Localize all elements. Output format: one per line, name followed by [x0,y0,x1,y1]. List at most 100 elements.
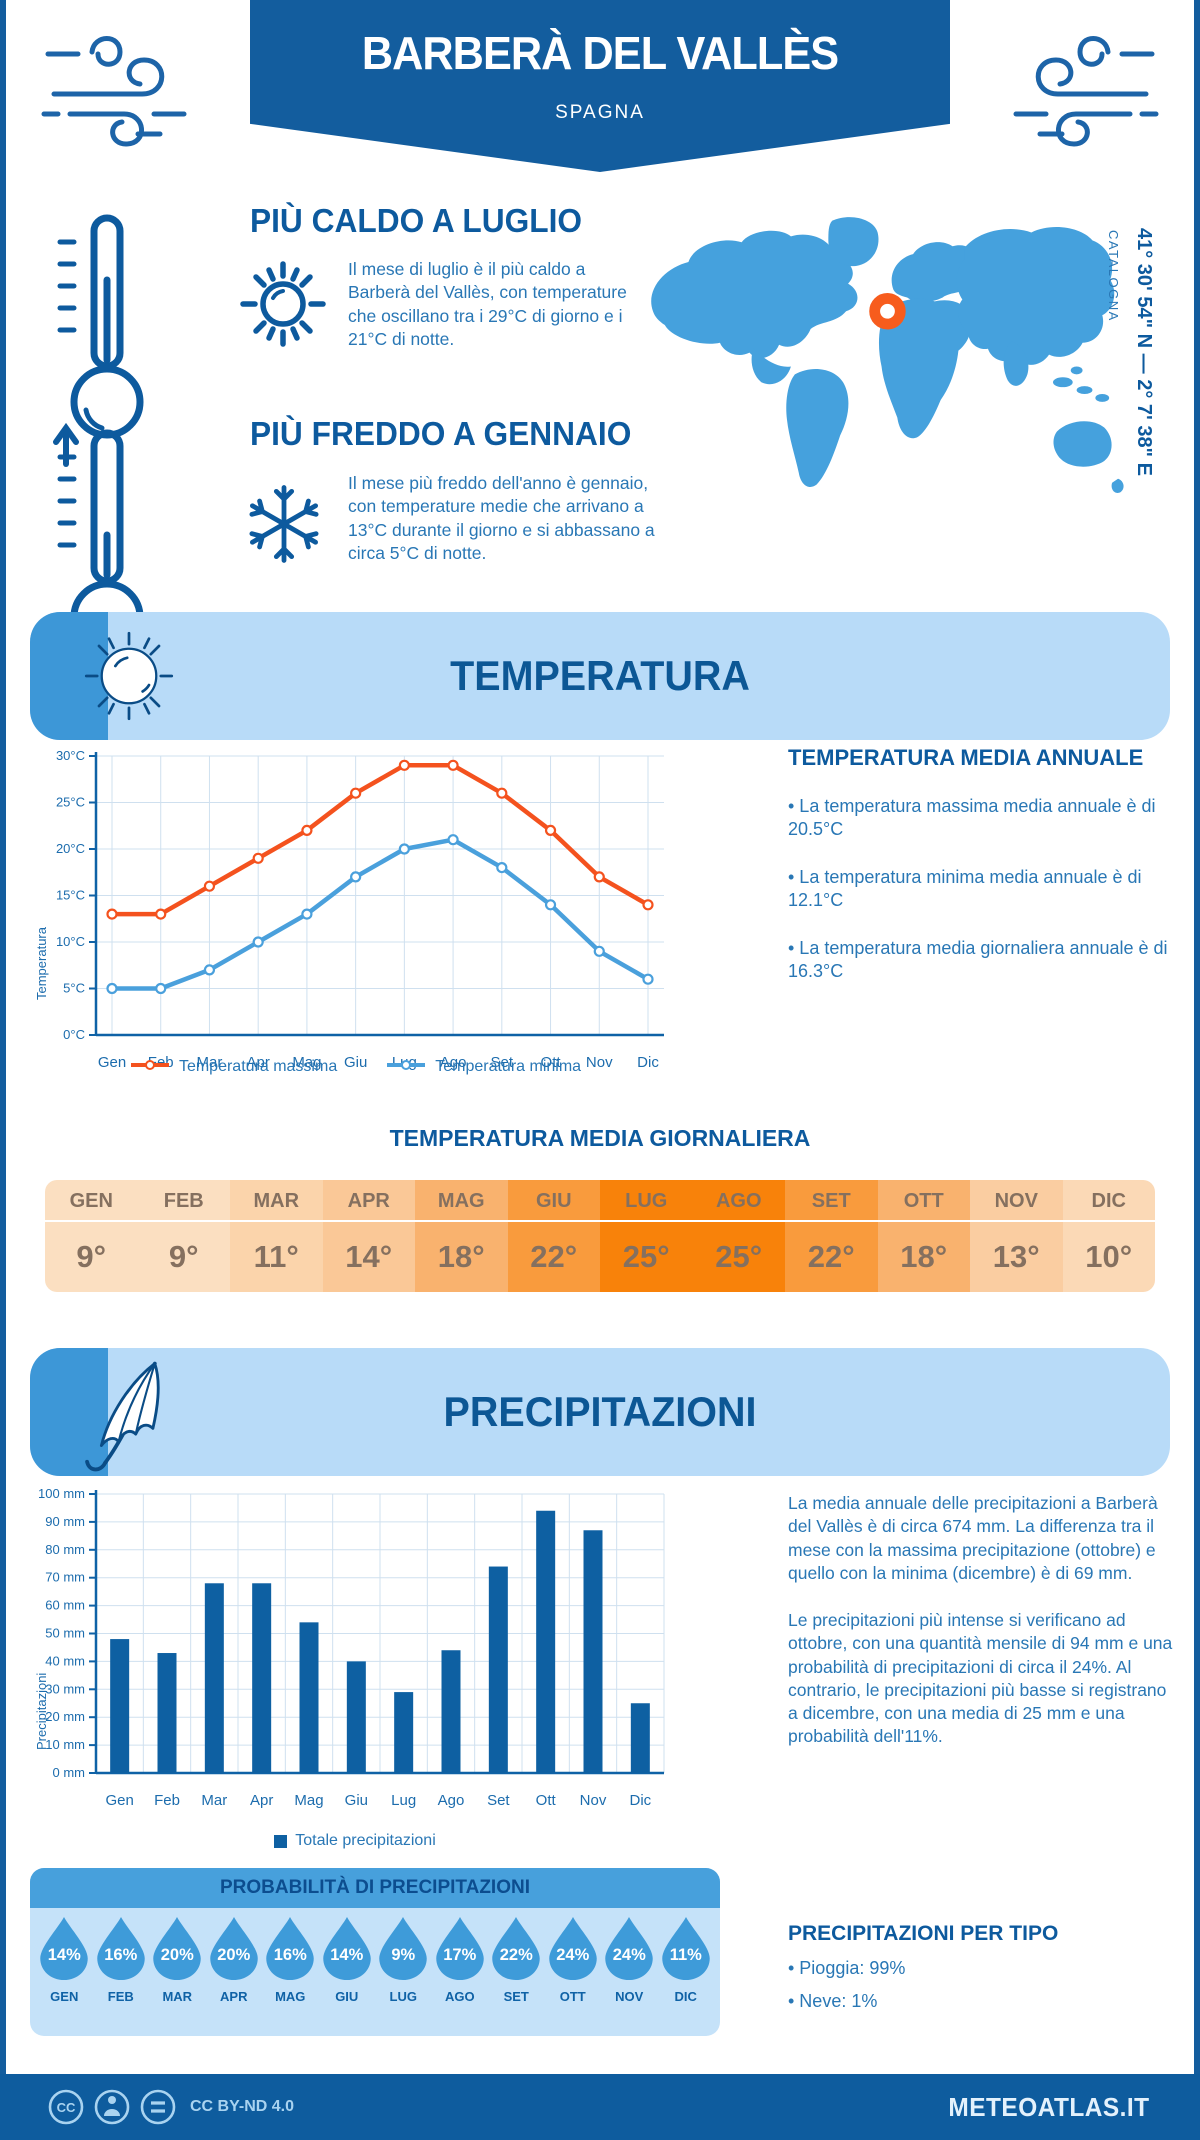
daily-table-column: AGO 25° [692,1180,785,1292]
svg-text:Ago: Ago [438,1792,465,1809]
cc-license-icons: CC [48,2089,176,2125]
annual-temperature-title: TEMPERATURA MEDIA ANNUALE [788,745,1144,770]
daily-month-label: MAG [415,1180,508,1222]
right-border [1194,0,1200,2140]
precipitation-chart-ylabel: Precipitazioni [34,1672,49,1750]
probability-column: 24% OTT [547,1916,599,2004]
svg-text:Dic: Dic [637,1054,659,1071]
daily-temperature-table: GEN 9° FEB 9° MAR 11° APR 14° MAG 18° GIU 22° LUG 25°… [45,1180,1155,1292]
svg-text:Feb: Feb [154,1792,180,1809]
svg-text:40 mm: 40 mm [45,1653,85,1668]
banner-strip [30,1348,108,1476]
site-label: METEOATLAS.IT [948,2091,1150,2122]
daily-temp-value: 25° [622,1239,670,1274]
daily-temp-value: 10° [1085,1239,1133,1274]
daily-table-column: GEN 9° [45,1180,138,1292]
annual-bullet: • La temperatura media giornaliera annua… [788,937,1168,981]
daily-month-label: FEB [137,1180,230,1222]
precipitation-section-title: PRECIPITAZIONI [443,1388,757,1435]
svg-text:Ott: Ott [536,1792,557,1809]
daily-month-label: AGO [692,1180,785,1222]
svg-text:15°C: 15°C [56,888,85,903]
raindrop-icon [266,1917,314,1980]
daily-month-label: LUG [600,1180,693,1222]
svg-text:0°C: 0°C [63,1027,85,1042]
temperature-section-banner: TEMPERATURA [30,612,1170,740]
probability-month-label: NOV [615,1989,644,2004]
header-banner: BARBERÀ DEL VALLÈS SPAGNA [250,0,950,172]
probability-month-label: APR [220,1989,248,2004]
precipitation-paragraph: La media annuale delle precipitazioni a … [788,1493,1158,1583]
probability-month-label: MAG [275,1989,306,2004]
svg-text:Mag: Mag [294,1792,323,1809]
probability-value: 24% [612,1946,646,1964]
page-title: BARBERÀ DEL VALLÈS [361,27,839,79]
probability-column: 20% MAR [151,1916,203,2004]
svg-text:Giu: Giu [344,1054,367,1071]
svg-text:Apr: Apr [250,1792,273,1809]
svg-text:30 mm: 30 mm [45,1681,85,1696]
temperature-section-title: TEMPERATURA [450,652,750,699]
temperature-chart: GenFebMarAprMagGiuLugAgoSetOttNovDic0°C5… [30,742,680,1092]
precipitation-paragraph: Le precipitazioni più intense si verific… [788,1610,1173,1747]
daily-temperature-title: TEMPERATURA MEDIA GIORNALIERA [389,1125,811,1151]
svg-text:100 mm: 100 mm [38,1486,85,1501]
svg-text:Set: Set [491,1054,514,1071]
legend-item-total: Totale precipitazioni [274,1832,436,1850]
sun-banner-icon [84,631,174,721]
daily-table-column: SET 22° [785,1180,878,1292]
svg-text:CC: CC [57,2100,76,2115]
svg-text:90 mm: 90 mm [45,1514,85,1529]
daily-month-label: APR [322,1180,415,1222]
daily-month-label: MAR [230,1180,323,1222]
daily-table-column: MAR 11° [230,1180,323,1292]
probability-month-label: DIC [674,1989,697,2004]
legend-label-total: Totale precipitazioni [295,1832,436,1849]
probability-month-label: MAR [162,1989,193,2004]
probability-month-label: GIU [335,1989,359,2004]
probability-column: 17% AGO [434,1916,486,2004]
daily-temp-value: 14° [345,1239,393,1274]
raindrop-icon [323,1917,371,1980]
daily-month-label: OTT [877,1180,970,1222]
warm-text: Il mese di luglio è il più caldo a Barbe… [348,259,627,349]
raindrop-icon [549,1917,597,1980]
probability-month-label: SET [503,1989,529,2004]
svg-text:Set: Set [487,1792,510,1809]
svg-text:5°C: 5°C [63,981,85,996]
daily-temp-value: 11° [253,1239,299,1274]
svg-text:70 mm: 70 mm [45,1570,85,1585]
legend-label-min: Temperatura minima [435,1058,582,1075]
svg-text:10 mm: 10 mm [45,1737,85,1752]
probability-value: 14% [330,1946,364,1964]
sun-icon [240,261,326,347]
probability-value: 22% [499,1946,533,1964]
license-label: CC BY-ND 4.0 [190,2098,295,2115]
daily-month-label: DIC [1062,1180,1155,1222]
svg-text:Nov: Nov [580,1792,607,1809]
probability-value: 24% [556,1946,590,1964]
precipitation-chart-legend: Totale precipitazioni [30,1832,680,1850]
svg-text:10°C: 10°C [56,934,85,949]
min-line-marker-icon [385,1058,427,1076]
wind-icon [1013,36,1159,147]
svg-text:0 mm: 0 mm [53,1765,86,1780]
annual-bullet: • La temperatura massima media annuale è… [788,796,1156,840]
raindrop-icon [379,1917,427,1980]
daily-temp-value: 25° [715,1239,763,1274]
umbrella-icon [85,1361,160,1472]
probability-value: 11% [669,1946,702,1964]
probability-value: 14% [47,1946,81,1964]
probability-value: 17% [443,1946,477,1964]
probability-value: 9% [391,1946,416,1964]
temperature-chart-legend: Temperatura massima Temperatura minima [30,1058,680,1076]
daily-temp-value: 9° [76,1239,107,1274]
daily-table-column: OTT 18° [877,1180,970,1292]
max-line-marker-icon [129,1058,171,1076]
svg-text:Ott: Ott [541,1054,562,1071]
probability-value: 16% [273,1946,307,1964]
daily-month-label: GEN [45,1180,138,1222]
probability-column: 14% GEN [38,1916,90,2004]
probability-value: 20% [217,1946,251,1964]
probability-month-label: FEB [107,1989,134,2004]
